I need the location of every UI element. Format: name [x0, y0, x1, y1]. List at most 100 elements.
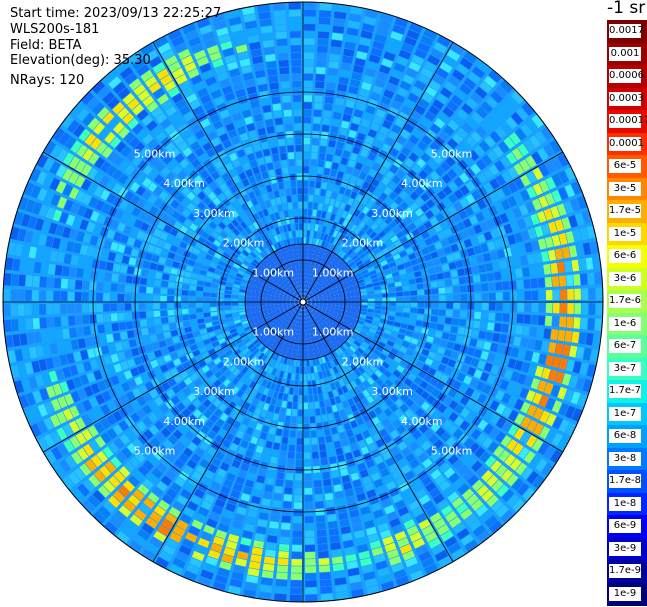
- range-gate: [365, 227, 374, 236]
- range-gate: [268, 246, 274, 254]
- range-gate: [257, 343, 264, 350]
- range-gate: [268, 169, 276, 178]
- range-gate: [363, 259, 371, 266]
- range-gate: [232, 287, 240, 292]
- range-gate: [181, 397, 191, 407]
- range-gate: [411, 367, 421, 375]
- range-gate: [519, 159, 531, 172]
- range-gate: [44, 450, 57, 465]
- range-gate: [480, 350, 489, 361]
- range-gate: [390, 248, 399, 256]
- range-gate: [490, 364, 500, 375]
- range-gate: [532, 167, 544, 181]
- range-gate: [404, 335, 412, 343]
- range-gate: [296, 366, 300, 374]
- range-gate: [511, 478, 524, 492]
- range-gate: [482, 437, 493, 449]
- range-gate: [327, 183, 334, 191]
- range-ring-label: 3.00km: [371, 207, 413, 220]
- range-gate: [433, 518, 446, 530]
- range-gate: [25, 289, 32, 301]
- range-gate: [327, 75, 337, 83]
- range-gate: [408, 253, 416, 260]
- range-gate: [318, 371, 324, 379]
- range-gate: [201, 264, 209, 271]
- range-gate: [337, 454, 345, 463]
- range-gate: [424, 563, 438, 575]
- range-gate: [231, 75, 242, 85]
- range-gate: [384, 504, 395, 515]
- range-gate: [259, 18, 272, 27]
- range-gate: [222, 357, 230, 365]
- range-gate: [544, 160, 556, 174]
- range-gate: [56, 148, 69, 162]
- range-gate: [132, 489, 145, 501]
- range-gate: [353, 257, 361, 264]
- range-gate: [171, 210, 181, 220]
- range-gate: [199, 221, 208, 230]
- range-gate: [499, 259, 508, 270]
- range-gate: [335, 349, 341, 356]
- range-gate: [342, 55, 353, 64]
- range-gate: [352, 479, 362, 488]
- range-gate: [565, 359, 575, 372]
- range-gate: [207, 191, 217, 201]
- range-gate: [524, 242, 533, 253]
- range-gate: [373, 313, 381, 318]
- range-gate: [214, 498, 226, 509]
- range-gate: [365, 135, 375, 145]
- range-gate: [458, 319, 467, 327]
- range-gate: [144, 214, 154, 224]
- range-gate: [289, 31, 301, 38]
- range-gate: [293, 109, 302, 117]
- range-gate: [287, 152, 295, 160]
- range-gate: [503, 292, 510, 301]
- range-gate: [381, 361, 390, 369]
- range-gate: [303, 367, 307, 374]
- range-gate: [356, 238, 364, 246]
- range-gate: [525, 390, 536, 402]
- range-gate: [275, 369, 281, 377]
- range-gate: [336, 364, 343, 372]
- range-gate: [567, 303, 574, 314]
- range-gate: [284, 386, 290, 394]
- range-gate: [264, 155, 273, 164]
- range-gate: [541, 462, 554, 476]
- range-gate: [77, 256, 86, 267]
- range-gate: [236, 551, 249, 560]
- range-gate: [495, 106, 509, 119]
- range-gate: [469, 338, 478, 347]
- range-gate: [161, 381, 171, 391]
- range-gate: [206, 148, 216, 158]
- range-gate: [392, 369, 401, 378]
- range-gate: [247, 34, 260, 44]
- range-gate: [356, 276, 363, 281]
- range-gate: [124, 349, 133, 359]
- range-gate: [207, 235, 216, 243]
- range-gate: [68, 279, 76, 290]
- range-gate: [359, 37, 371, 47]
- range-gate: [294, 123, 302, 131]
- range-gate: [471, 499, 484, 512]
- range-gate: [421, 348, 430, 357]
- range-gate: [539, 180, 550, 193]
- range-gate: [175, 193, 185, 203]
- range-gate: [358, 187, 367, 196]
- range-gate: [293, 359, 297, 367]
- range-gate: [103, 293, 110, 302]
- range-gate: [351, 72, 363, 81]
- range-gate: [348, 465, 358, 474]
- range-gate: [246, 27, 259, 37]
- range-gate: [138, 294, 146, 302]
- range-gate: [122, 480, 135, 493]
- range-gate: [414, 80, 427, 91]
- range-gate: [165, 452, 177, 463]
- range-gate: [264, 373, 271, 381]
- range-gate: [358, 383, 366, 392]
- range-gate: [516, 107, 529, 121]
- range-gate: [381, 234, 390, 243]
- range-gate: [477, 233, 486, 244]
- range-gate: [290, 180, 297, 188]
- range-gate: [479, 140, 491, 153]
- near-field-ray: [302, 244, 310, 303]
